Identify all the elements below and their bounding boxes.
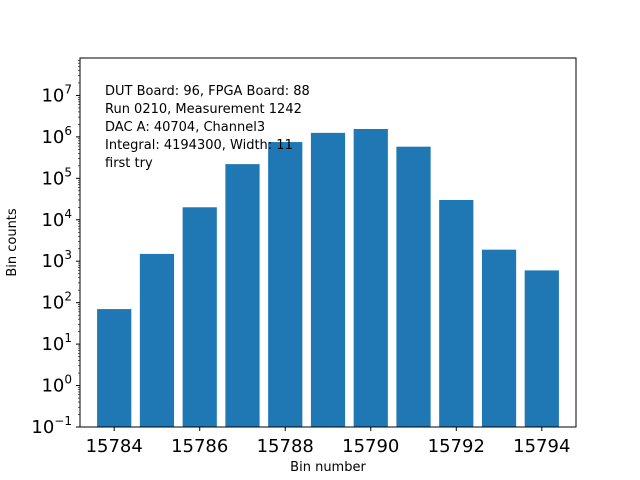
- y-tick-label: 106: [41, 124, 72, 148]
- y-tick-label: 103: [41, 248, 72, 272]
- x-tick-label: 15794: [513, 436, 570, 457]
- bar-15794: [524, 270, 559, 427]
- annotation-line-note: first try: [105, 156, 153, 171]
- y-axis-label: Bin counts: [5, 208, 20, 277]
- y-tick-label: 101: [41, 331, 72, 355]
- bar-15792: [439, 199, 474, 427]
- bars-group: [97, 128, 559, 428]
- y-tick-label: 10−1: [31, 414, 72, 438]
- bar-15784: [97, 309, 132, 427]
- x-tick-label: 15788: [257, 436, 314, 457]
- y-tick-label: 100: [41, 373, 72, 397]
- bar-15787: [225, 164, 260, 427]
- bar-15785: [139, 253, 175, 427]
- y-tick-label: 102: [41, 290, 72, 314]
- annotation-box: DUT Board: 96, FPGA Board: 88 Run 0210, …: [105, 84, 310, 171]
- axes-frame: [79, 57, 577, 428]
- annotation-line-integral: Integral: 4194300, Width: 11: [105, 138, 293, 153]
- x-axis-ticks: 15784 15786 15788 15790 15792 15794: [86, 427, 570, 457]
- x-axis-label: Bin number: [290, 460, 366, 475]
- annotation-line-dac: DAC A: 40704, Channel3: [105, 120, 265, 135]
- y-tick-label: 107: [41, 82, 72, 106]
- annotation-line-run: Run 0210, Measurement 1242: [105, 102, 302, 117]
- y-tick-label: 104: [41, 207, 72, 231]
- y-axis-ticks: 10−1 100 101 102 103 104 105 106 107: [31, 60, 80, 438]
- bar-15788: [268, 142, 303, 428]
- bar-15793: [481, 249, 517, 427]
- x-tick-label: 15792: [428, 436, 485, 457]
- bar-15786: [182, 207, 217, 427]
- bar-15789: [310, 132, 346, 428]
- annotation-line-board: DUT Board: 96, FPGA Board: 88: [105, 84, 310, 99]
- x-tick-label: 15784: [86, 436, 143, 457]
- x-tick-label: 15786: [171, 436, 228, 457]
- y-tick-label: 105: [41, 165, 72, 189]
- bar-15791: [396, 146, 431, 427]
- x-tick-label: 15790: [342, 436, 399, 457]
- bar-15790: [353, 128, 388, 428]
